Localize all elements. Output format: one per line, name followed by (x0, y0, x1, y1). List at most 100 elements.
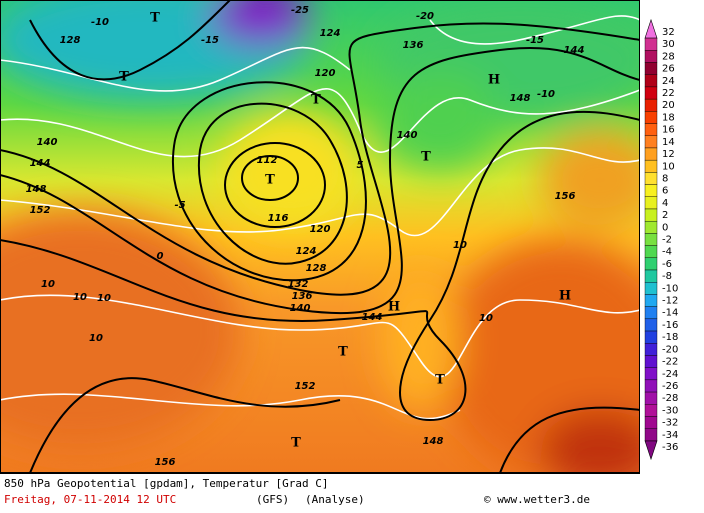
colorbar-label: -34 (662, 430, 678, 441)
colorbar-label: 14 (662, 137, 675, 148)
contour-label: 136 (292, 291, 313, 302)
colorbar-label: 6 (662, 186, 668, 197)
colorbar-swatch (644, 269, 658, 283)
colorbar-swatch (644, 257, 658, 271)
colorbar-label: 12 (662, 149, 675, 160)
contour-label: 148 (423, 436, 444, 447)
temperature-label: 10 (479, 313, 493, 324)
colorbar-cap (644, 440, 658, 461)
colorbar-swatch (644, 74, 658, 88)
high-marker: H (488, 73, 500, 88)
temperature-label: 5 (357, 160, 364, 171)
colorbar-label: -14 (662, 308, 678, 319)
map-labels: 112 116 120 124 128 132 136 140 144 148 … (26, 5, 585, 468)
low-marker: T (311, 93, 321, 108)
colorbar-label: -6 (662, 259, 672, 270)
colorbar-swatch (644, 404, 658, 417)
colorbar-label: 16 (662, 125, 675, 136)
low-marker: T (338, 345, 348, 360)
colorbar-label: 26 (662, 64, 675, 75)
colorbar-label: -20 (662, 344, 678, 355)
temperature-label: -25 (291, 5, 309, 16)
temperature-label: 10 (97, 293, 111, 304)
colorbar-swatch (644, 98, 658, 112)
contour-label: 136 (403, 40, 424, 51)
contour-label: 140 (37, 137, 58, 148)
temperature-label: 10 (453, 240, 467, 251)
colorbar-label: -26 (662, 381, 678, 392)
colorbar-swatch (644, 208, 658, 222)
colorbar-label: -24 (662, 369, 678, 380)
colorbar-swatch (644, 86, 658, 100)
temperature-label: 0 (157, 251, 164, 262)
low-marker: T (119, 70, 129, 85)
colorbar-swatch (644, 282, 658, 295)
low-marker: T (265, 173, 275, 188)
colorbar-swatch (644, 123, 658, 136)
high-marker: H (559, 289, 571, 304)
temperature-label: -15 (201, 35, 219, 46)
contour-label: 144 (564, 45, 585, 56)
colorbar-label: -16 (662, 320, 678, 331)
colorbar-swatch (644, 391, 658, 405)
contour-label: 128 (60, 35, 81, 46)
contour-label: 156 (555, 191, 576, 202)
temperature-label: -20 (416, 11, 434, 22)
contour-label: 140 (290, 303, 311, 314)
colorbar-label: -10 (662, 283, 678, 294)
colorbar-label: 30 (662, 39, 675, 50)
colorbar-swatch (644, 428, 658, 442)
colorbar-label: 4 (662, 198, 668, 209)
temperature-label: -10 (91, 17, 109, 28)
footer-date: Freitag, 07-11-2014 12 UTC (4, 493, 176, 506)
colorbar-swatch (644, 367, 658, 381)
colorbar-swatch (644, 416, 658, 429)
contour-label: 144 (362, 312, 383, 323)
colorbar-label: -30 (662, 405, 678, 416)
colorbar-label: -22 (662, 357, 678, 368)
footer-title: 850 hPa Geopotential [gpdam], Temperatur… (4, 477, 329, 490)
colorbar-label: 28 (662, 51, 675, 62)
contour-label: 116 (268, 213, 289, 224)
colorbar-label: 32 (662, 27, 675, 38)
colorbar-swatch (644, 147, 658, 161)
temperature-label: -5 (174, 200, 185, 211)
colorbar-cap (644, 18, 658, 39)
footer-model: (GFS) (256, 493, 289, 506)
colorbar-swatch (644, 245, 658, 259)
colorbar-swatch (644, 318, 658, 332)
contour-label: 144 (30, 158, 51, 169)
contour-label: 120 (315, 68, 336, 79)
colorbar-swatch (644, 355, 658, 368)
colorbar-label: 22 (662, 88, 675, 99)
colorbar-swatch (644, 159, 658, 173)
colorbar-label: 0 (662, 222, 668, 233)
map: 112 116 120 124 128 132 136 140 144 148 … (0, 0, 640, 473)
colorbar-label: -36 (662, 442, 678, 453)
colorbar-label: 10 (662, 161, 675, 172)
contour-label: 120 (310, 224, 331, 235)
footer-run: (Analyse) (305, 493, 365, 506)
colorbar-label: -18 (662, 332, 678, 343)
temperature-label: 10 (73, 292, 87, 303)
colorbar-swatch (644, 306, 658, 320)
contour-label: 148 (510, 93, 531, 104)
contour-label: 112 (257, 155, 278, 166)
colorbar-label: -4 (662, 247, 672, 258)
temperature-label: -10 (537, 89, 555, 100)
contour-label: 152 (30, 205, 51, 216)
contour-label: 132 (288, 279, 309, 290)
colorbar-swatch (644, 233, 658, 246)
colorbar-swatch (644, 294, 658, 307)
temperature-label: -15 (526, 35, 544, 46)
colorbar-label: -32 (662, 418, 678, 429)
map-frame (0, 0, 640, 473)
colorbar-swatch (644, 184, 658, 197)
colorbar-label: -8 (662, 271, 672, 282)
contour-label: 152 (295, 381, 316, 392)
colorbar-swatch (644, 330, 658, 344)
colorbar-label: 20 (662, 100, 675, 111)
contour-label: 124 (296, 246, 317, 257)
contour-label: 156 (155, 457, 176, 468)
colorbar-swatch (644, 343, 658, 356)
